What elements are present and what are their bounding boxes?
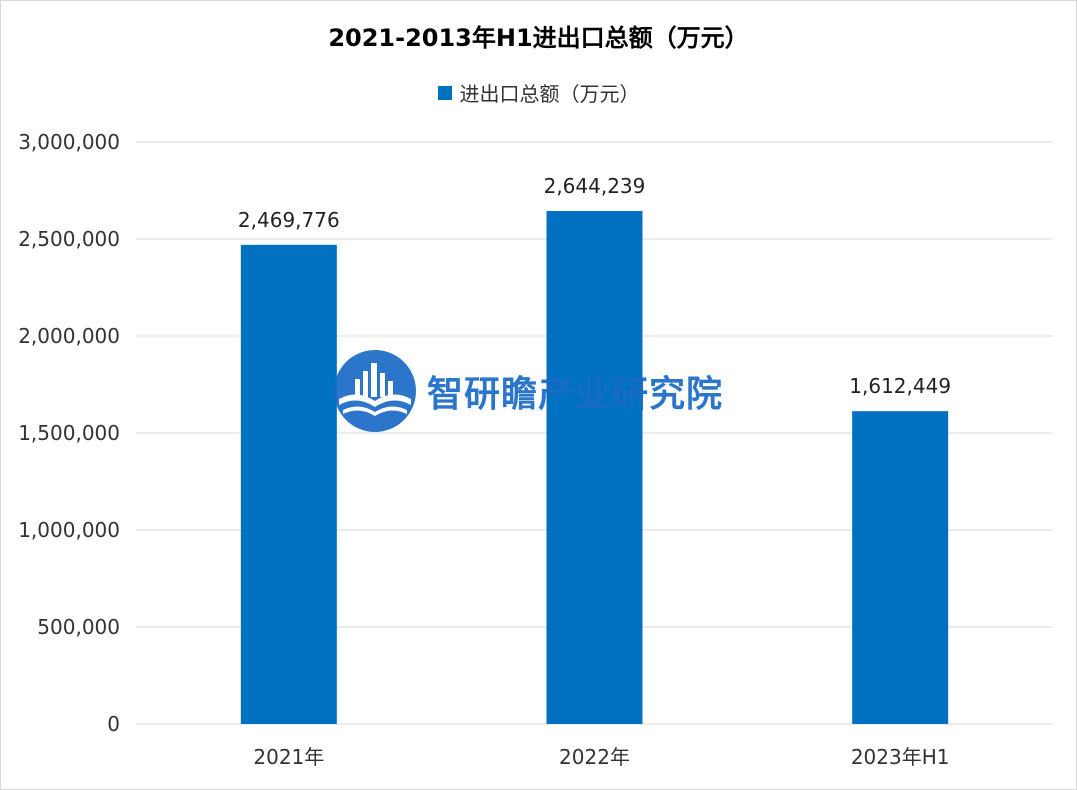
- bar: [546, 211, 643, 724]
- x-tick-label: 2023年H1: [851, 745, 950, 769]
- chart-title: 2021-2013年H1进出口总额（万元）: [328, 24, 749, 52]
- data-label: 2,644,239: [544, 174, 646, 198]
- globe-book-logo-icon: [334, 350, 416, 432]
- x-tick-label: 2021年: [253, 745, 324, 769]
- y-tick-label: 2,500,000: [18, 227, 120, 251]
- y-tick-label: 2,000,000: [18, 324, 120, 348]
- data-label: 2,469,776: [238, 208, 340, 232]
- y-tick-label: 3,000,000: [18, 130, 120, 154]
- bar: [852, 411, 949, 724]
- chart-legend: 进出口总额（万元）: [0, 78, 1077, 107]
- y-tick-label: 1,500,000: [18, 421, 120, 445]
- watermark-text: 智研瞻产业研究院: [427, 374, 724, 415]
- watermark: 智研瞻产业研究院: [333, 349, 723, 433]
- legend-label: 进出口总额（万元）: [459, 82, 640, 106]
- legend-swatch: [437, 85, 452, 100]
- y-tick-label: 0: [107, 712, 120, 736]
- bar: [240, 244, 337, 724]
- data-label: 1,612,449: [849, 374, 951, 398]
- y-tick-label: 500,000: [37, 615, 120, 639]
- x-tick-label: 2022年: [559, 745, 630, 769]
- y-tick-label: 1,000,000: [18, 518, 120, 542]
